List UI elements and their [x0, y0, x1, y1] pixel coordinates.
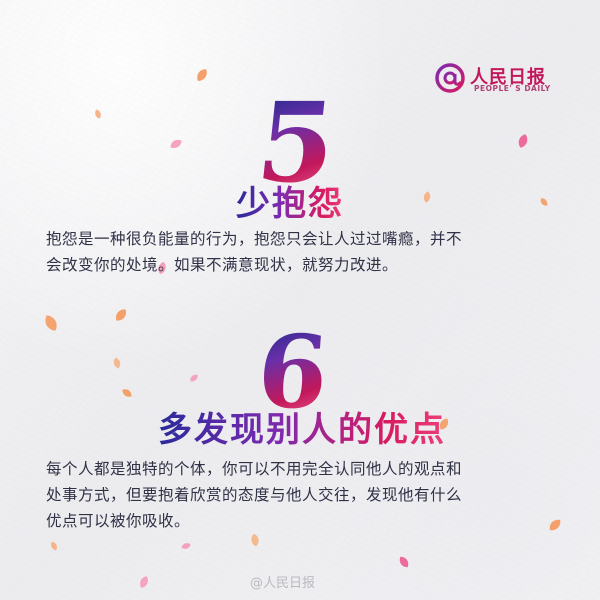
petal-decoration [51, 541, 57, 551]
petal-decoration [181, 543, 191, 549]
petal-decoration [399, 556, 409, 568]
peoples-daily-logo: 人民日报 PEOPLE' S DAILY [434, 60, 564, 96]
weibo-watermark: @人民日报 [250, 576, 316, 591]
petal-decoration [549, 519, 561, 531]
petal-decoration [140, 576, 148, 588]
paragraph-line: 处事方式，但要抱着欣赏的态度与他人交往，发现他有什么 [46, 486, 463, 504]
petal-decoration [518, 134, 528, 148]
petal-decoration [158, 261, 166, 275]
petal-decoration [439, 418, 449, 430]
petal-decoration [95, 109, 101, 119]
section-heading: 多发现别人的优点 [158, 402, 446, 451]
at-sign-logo-icon [435, 63, 465, 93]
section-paragraph: 抱怨是一种很负能量的行为，抱怨只会让人过过嘴瘾，并不 会改变你的处境。如果不满意… [46, 226, 566, 278]
petal-decoration [197, 69, 207, 81]
paragraph-line: 每个人都是独特的个体，你可以不用完全认同他人的观点和 [46, 460, 463, 478]
petal-decoration [190, 374, 198, 382]
petal-decoration [423, 191, 431, 203]
logo-name-cn: 人民日报 [470, 67, 546, 88]
petal-decoration [540, 198, 548, 206]
petal-decoration [170, 139, 182, 149]
section-heading: 少抱怨 [236, 176, 344, 225]
paragraph-line: 优点可以被你吸收。 [46, 512, 191, 530]
petal-decoration [122, 389, 132, 397]
paragraph-line: 抱怨是一种很负能量的行为，抱怨只会让人过过嘴瘾，并不 [46, 230, 463, 248]
section-paragraph: 每个人都是独特的个体，你可以不用完全认同他人的观点和 处事方式，但要抱着欣赏的态… [46, 456, 566, 534]
petal-decoration [45, 315, 57, 331]
petal-decoration [251, 533, 259, 547]
paragraph-line: 会改变你的处境。如果不满意现状，就努力改进。 [46, 256, 399, 274]
petal-decoration [113, 357, 121, 369]
logo-name-en: PEOPLE' S DAILY [474, 84, 551, 93]
petal-decoration [115, 309, 127, 321]
